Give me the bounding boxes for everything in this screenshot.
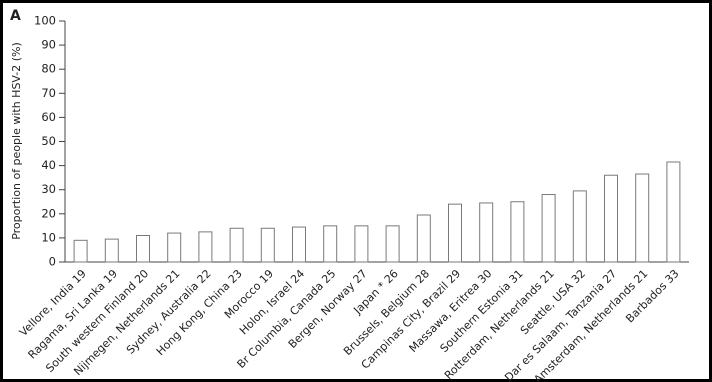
- bar: [572, 190, 587, 263]
- y-tick-label: 0: [49, 255, 56, 269]
- y-tick-label: 40: [41, 158, 56, 172]
- y-tick-label: 20: [41, 206, 56, 220]
- bar: [198, 231, 213, 263]
- bar: [292, 226, 306, 263]
- bar: [167, 232, 182, 263]
- bar: [541, 194, 556, 263]
- panel-label: A: [10, 8, 21, 24]
- y-tick-label: 80: [41, 62, 56, 76]
- bar: [385, 225, 400, 263]
- bar: [448, 203, 462, 263]
- bar: [416, 214, 431, 263]
- bar: [510, 201, 525, 263]
- y-tick-label: 100: [34, 14, 56, 28]
- bar: [479, 202, 494, 263]
- y-tick-label: 90: [41, 38, 56, 52]
- bar: [104, 238, 119, 263]
- bar: [666, 161, 681, 263]
- y-tick-label: 60: [41, 110, 56, 124]
- y-tick-label: 30: [41, 182, 56, 196]
- bar: [260, 227, 275, 263]
- y-tick-label: 10: [41, 230, 56, 244]
- bar: [73, 239, 88, 263]
- y-tick-label: 70: [41, 86, 56, 100]
- bar: [635, 173, 650, 263]
- bar: [604, 174, 618, 263]
- y-axis-label: Proportion of people with HSV-2 (%): [10, 42, 23, 240]
- bar: [136, 234, 150, 263]
- bar: [229, 227, 244, 263]
- bar: [323, 225, 338, 263]
- y-tick-label: 50: [41, 134, 56, 148]
- bar: [354, 225, 369, 263]
